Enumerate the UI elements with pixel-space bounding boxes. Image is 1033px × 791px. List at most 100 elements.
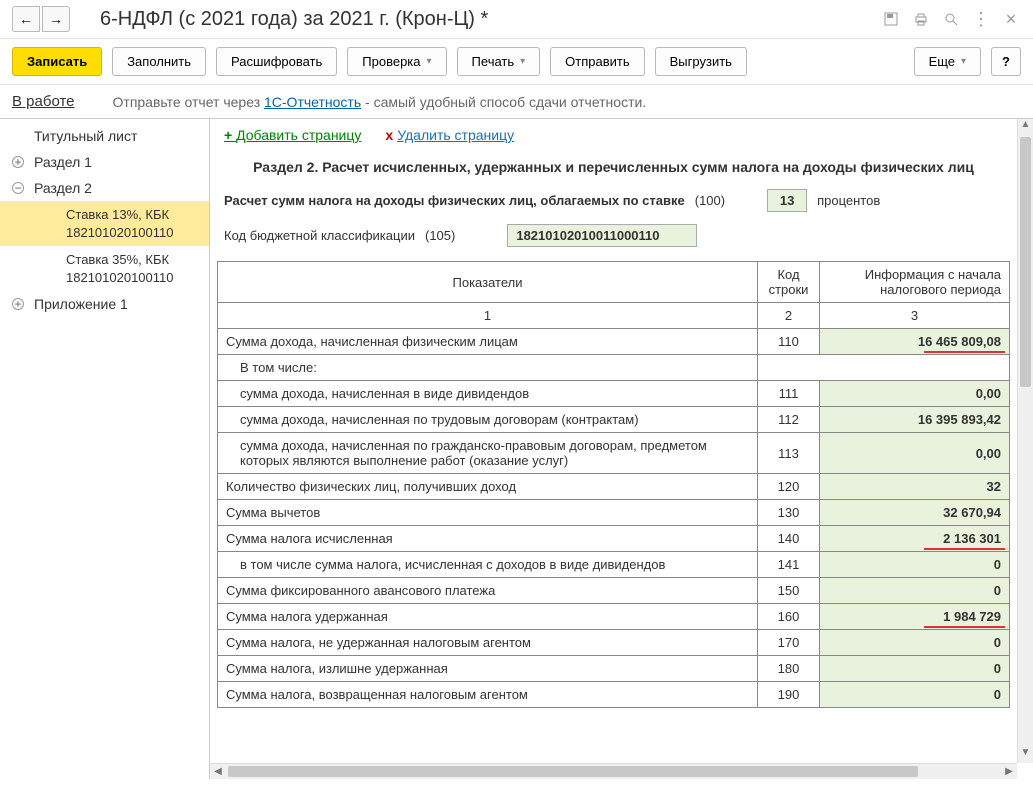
sidebar-item[interactable]: +Раздел 1	[0, 149, 209, 175]
th-code: Код строки	[758, 262, 820, 303]
save-button[interactable]: Записать	[12, 47, 102, 76]
header-icons: ⋮ ×	[881, 9, 1021, 29]
more-icon[interactable]: ⋮	[971, 9, 991, 29]
row-code: 130	[758, 500, 820, 526]
toolbar: Записать Заполнить Расшифровать Проверка…	[0, 39, 1033, 85]
table-row: в том числе сумма налога, исчисленная с …	[218, 552, 1010, 578]
row-value[interactable]: 32	[820, 474, 1010, 500]
row-code: 113	[758, 433, 820, 474]
table-row: Сумма фиксированного авансового платежа1…	[218, 578, 1010, 604]
table-row: Сумма налога, не удержанная налоговым аг…	[218, 630, 1010, 656]
nav-forward-button[interactable]: →	[42, 6, 70, 32]
th-num-2: 2	[758, 303, 820, 329]
page-actions: Добавить страницу xУдалить страницу	[210, 119, 1017, 151]
table-row: сумма дохода, начисленная по трудовым до…	[218, 407, 1010, 433]
sidebar-item-label: Раздел 2	[34, 180, 92, 196]
row-value[interactable]: 16 395 893,42	[820, 407, 1010, 433]
params: Расчет сумм налога на доходы физических …	[210, 183, 1017, 253]
status-state[interactable]: В работе	[12, 93, 75, 110]
expand-icon[interactable]: +	[12, 156, 24, 168]
row-code: 111	[758, 381, 820, 407]
header: ← → 6-НДФЛ (с 2021 года) за 2021 г. (Кро…	[0, 0, 1033, 39]
sidebar-item[interactable]: Ставка 35%, КБК 182101020100110	[0, 246, 209, 291]
row-code: 190	[758, 682, 820, 708]
table-row: Сумма налога, излишне удержанная1800	[218, 656, 1010, 682]
export-button[interactable]: Выгрузить	[655, 47, 747, 76]
status-text: Отправьте отчет через 1С-Отчетность - са…	[113, 94, 647, 110]
table-row: В том числе:	[218, 355, 1010, 381]
row-label: сумма дохода, начисленная по гражданско-…	[218, 433, 758, 474]
row-label: Сумма дохода, начисленная физическим лиц…	[218, 329, 758, 355]
close-icon[interactable]: ×	[1001, 9, 1021, 29]
row-value[interactable]: 0	[820, 552, 1010, 578]
row-value[interactable]: 0	[820, 682, 1010, 708]
status-link[interactable]: 1С-Отчетность	[264, 94, 361, 110]
table-row: сумма дохода, начисленная по гражданско-…	[218, 433, 1010, 474]
section-title: Раздел 2. Расчет исчисленных, удержанных…	[210, 151, 1017, 183]
row-value[interactable]: 16 465 809,08	[820, 329, 1010, 355]
check-button[interactable]: Проверка▾	[347, 47, 446, 76]
row-label: В том числе:	[218, 355, 758, 381]
row-label: сумма дохода, начисленная по трудовым до…	[218, 407, 758, 433]
expand-icon[interactable]: −	[12, 182, 24, 194]
row-value[interactable]: 0	[820, 656, 1010, 682]
expand-icon[interactable]: +	[12, 298, 24, 310]
horizontal-scrollbar[interactable]: ◀ ▶	[210, 763, 1017, 779]
sidebar-item[interactable]: + Приложение 1	[0, 291, 209, 317]
sidebar-item[interactable]: Титульный лист	[0, 123, 209, 149]
more-button[interactable]: Еще▾	[914, 47, 981, 76]
row-label: Сумма налога, не удержанная налоговым аг…	[218, 630, 758, 656]
print-button[interactable]: Печать▾	[457, 47, 541, 76]
search-icon[interactable]	[941, 9, 961, 29]
add-page-link[interactable]: Добавить страницу	[224, 127, 361, 143]
row-code: 170	[758, 630, 820, 656]
kbk-input[interactable]: 18210102010011000110	[507, 224, 697, 247]
row-code: 180	[758, 656, 820, 682]
kbk-label: Код бюджетной классификации	[224, 228, 415, 243]
tree: Титульный лист+Раздел 1−Раздел 2Ставка 1…	[0, 119, 209, 317]
row-value[interactable]: 0	[820, 630, 1010, 656]
row-value[interactable]: 0	[820, 578, 1010, 604]
row-value[interactable]: 32 670,94	[820, 500, 1010, 526]
rate-input[interactable]: 13	[767, 189, 807, 212]
send-button[interactable]: Отправить	[550, 47, 644, 76]
workspace: Титульный лист+Раздел 1−Раздел 2Ставка 1…	[0, 119, 1033, 779]
table-row: Сумма дохода, начисленная физическим лиц…	[218, 329, 1010, 355]
nav-back-button[interactable]: ←	[12, 6, 40, 32]
row-label: Сумма фиксированного авансового платежа	[218, 578, 758, 604]
row-code: 140	[758, 526, 820, 552]
vertical-scrollbar[interactable]: ▲ ▼	[1017, 119, 1033, 763]
help-button[interactable]: ?	[991, 47, 1021, 76]
statusbar: В работе Отправьте отчет через 1С-Отчетн…	[0, 85, 1033, 119]
page-title: 6-НДФЛ (с 2021 года) за 2021 г. (Крон-Ц)…	[100, 8, 881, 31]
rate-code: (100)	[695, 193, 725, 208]
fill-button[interactable]: Заполнить	[112, 47, 206, 76]
row-value[interactable]: 1 984 729	[820, 604, 1010, 630]
sidebar-item[interactable]: Ставка 13%, КБК 182101020100110	[0, 201, 209, 246]
kbk-row: Код бюджетной классификации (105) 182101…	[224, 224, 1003, 247]
delete-page-link[interactable]: xУдалить страницу	[385, 127, 514, 143]
save-icon[interactable]	[881, 9, 901, 29]
print-icon[interactable]	[911, 9, 931, 29]
sidebar-item[interactable]: −Раздел 2	[0, 175, 209, 201]
rate-label: Расчет сумм налога на доходы физических …	[224, 193, 685, 208]
kbk-code: (105)	[425, 228, 455, 243]
sidebar-item-label: Приложение 1	[34, 296, 128, 312]
sidebar: Титульный лист+Раздел 1−Раздел 2Ставка 1…	[0, 119, 210, 779]
table-row: Сумма налога удержанная1601 984 729	[218, 604, 1010, 630]
table-row: Сумма вычетов13032 670,94	[218, 500, 1010, 526]
content: Добавить страницу xУдалить страницу Разд…	[210, 119, 1033, 779]
row-value[interactable]: 2 136 301	[820, 526, 1010, 552]
row-value[interactable]: 0,00	[820, 381, 1010, 407]
row-label: сумма дохода, начисленная в виде дивиден…	[218, 381, 758, 407]
row-value[interactable]: 0,00	[820, 433, 1010, 474]
row-label: Количество физических лиц, получивших до…	[218, 474, 758, 500]
sidebar-item-label: Ставка 35%, КБК 182101020100110	[66, 252, 174, 285]
decode-button[interactable]: Расшифровать	[216, 47, 337, 76]
row-label: Сумма налога, излишне удержанная	[218, 656, 758, 682]
table-row: Количество физических лиц, получивших до…	[218, 474, 1010, 500]
th-num-1: 1	[218, 303, 758, 329]
th-num-3: 3	[820, 303, 1010, 329]
row-label: Сумма вычетов	[218, 500, 758, 526]
row-label: в том числе сумма налога, исчисленная с …	[218, 552, 758, 578]
